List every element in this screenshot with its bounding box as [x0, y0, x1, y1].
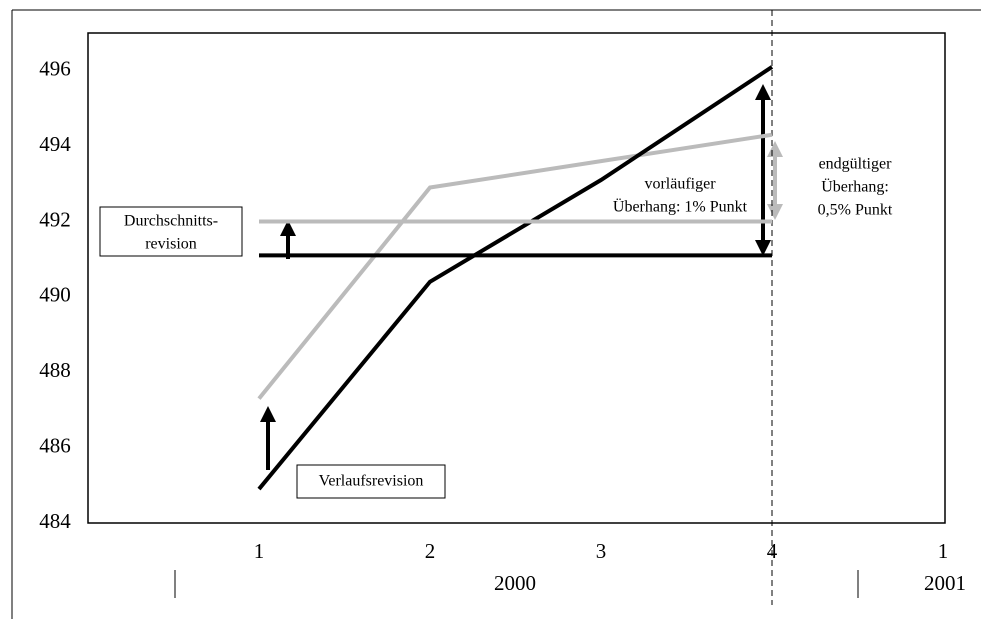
annotation-box: [99, 206, 243, 257]
y-tick-label: 494: [39, 132, 71, 156]
x-tick-label: 1: [938, 539, 949, 563]
year-label: 2000: [494, 571, 536, 595]
y-tick-label: 488: [39, 358, 71, 382]
annotation: endgültiger: [819, 156, 893, 173]
x-tick-label: 3: [596, 539, 607, 563]
y-tick-label: 492: [39, 207, 71, 231]
annotation: vorläufiger: [644, 176, 716, 193]
y-tick-label: 490: [39, 283, 71, 307]
y-tick-label: 484: [39, 509, 71, 533]
annotation: 0,5% Punkt: [818, 202, 893, 219]
annotation-box: [296, 464, 446, 499]
annotation: revision: [145, 236, 197, 253]
series-line: [257, 65, 774, 491]
annotation: Überhang: 1% Punkt: [613, 198, 748, 216]
annotation: Durchschnitts-: [124, 213, 218, 230]
annotation: Verlaufsrevision: [319, 473, 424, 490]
y-tick-label: 496: [39, 57, 71, 81]
year-label: 2001: [924, 571, 966, 595]
annotation: Überhang:: [821, 178, 889, 196]
series-line: [257, 132, 773, 400]
plot-area: [87, 32, 946, 524]
y-tick-label: 486: [39, 433, 71, 457]
x-tick-label: 1: [254, 539, 265, 563]
x-tick-label: 2: [425, 539, 436, 563]
